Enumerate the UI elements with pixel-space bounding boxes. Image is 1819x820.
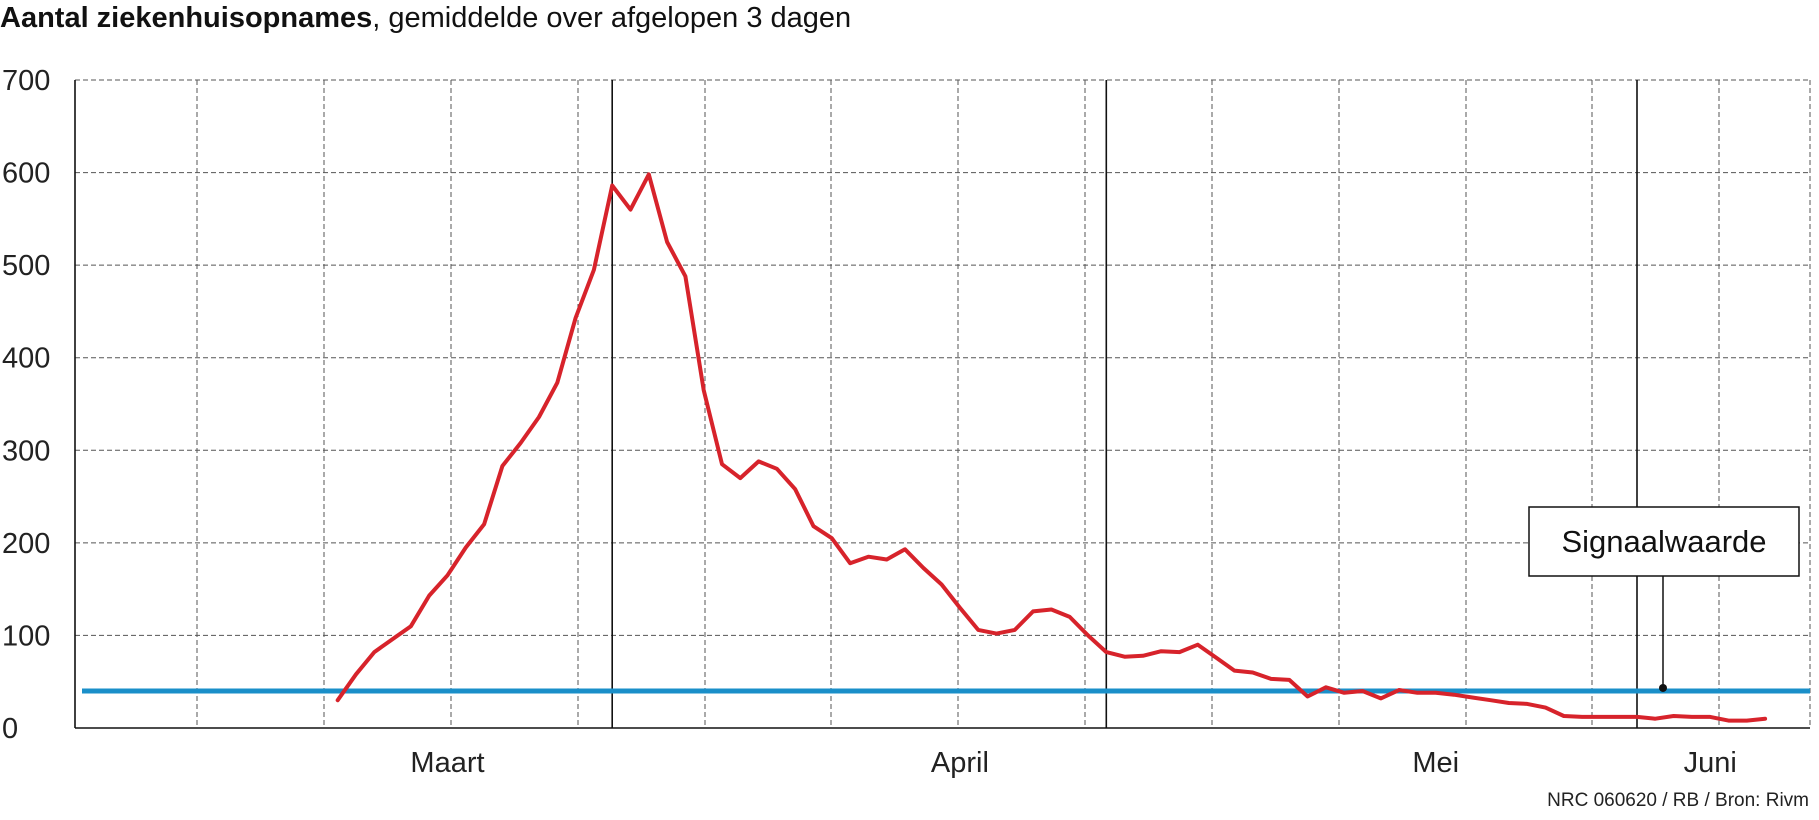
x-tick-label: Mei — [1412, 747, 1459, 779]
x-tick-label: April — [931, 747, 989, 779]
chart-title: Aantal ziekenhuisopnames, gemiddelde ove… — [0, 2, 851, 35]
y-tick-label: 700 — [2, 65, 50, 97]
callout-dot — [1659, 683, 1667, 692]
source-note: NRC 060620 / RB / Bron: Rivm — [1547, 790, 1809, 811]
x-tick-label: Maart — [410, 747, 484, 779]
callout-box — [1528, 506, 1800, 577]
y-tick-label: 200 — [2, 528, 50, 560]
threshold-label: Signaalwaarde — [1561, 524, 1766, 559]
data-line — [335, 172, 1768, 723]
y-tick-label: 300 — [2, 435, 50, 467]
y-tick-label: 500 — [2, 250, 50, 282]
y-tick-label: 100 — [2, 620, 50, 652]
chart-subtitle: , gemiddelde over afgelopen 3 dagen — [372, 2, 852, 34]
y-tick-label: 600 — [2, 158, 50, 190]
y-tick-label: 0 — [2, 713, 18, 745]
y-tick-label: 400 — [2, 343, 50, 375]
chart-title-main: Aantal ziekenhuisopnames — [0, 2, 373, 34]
x-tick-label: Juni — [1684, 747, 1737, 779]
